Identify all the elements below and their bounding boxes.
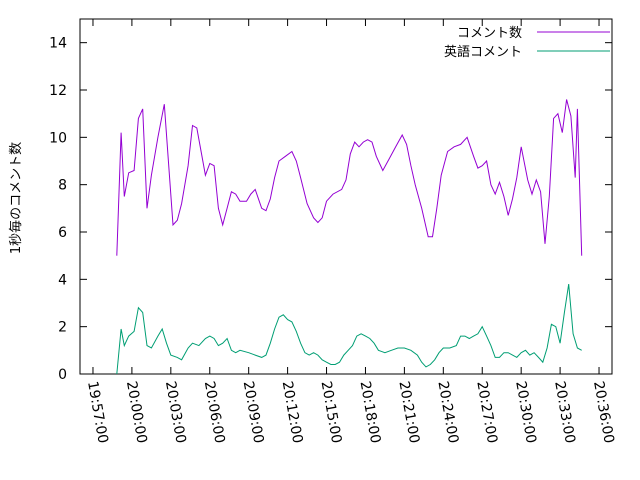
legend-label: 英語コメント <box>444 44 522 60</box>
plot-border <box>79 18 613 375</box>
y-tick-label: 2 <box>58 320 67 336</box>
x-axis: 19:57:00 20:00:00 20:03:00 20:06:00 20:09:00… <box>84 19 617 445</box>
y-tick-label: 4 <box>58 272 67 288</box>
x-tick-label: 20:33:00 <box>551 380 578 445</box>
x-tick-label: 20:27:00 <box>473 380 500 445</box>
x-tick-label: 20:21:00 <box>395 380 422 445</box>
y-tick-label: 10 <box>49 130 67 146</box>
x-tick-label: 20:09:00 <box>240 380 267 445</box>
y-tick-label: 6 <box>58 225 67 241</box>
x-tick-label: 20:12:00 <box>279 380 306 445</box>
y-tick-label: 14 <box>49 36 67 52</box>
y-tick-label: 8 <box>58 178 67 194</box>
x-tick-label: 20:06:00 <box>201 380 228 445</box>
plot-frame <box>79 18 613 375</box>
x-tick-label: 20:24:00 <box>434 380 461 445</box>
x-tick-label: 20:36:00 <box>590 380 617 445</box>
series-line-2 <box>116 284 582 375</box>
series-line-1 <box>116 99 583 256</box>
x-tick-label: 20:03:00 <box>162 380 189 445</box>
legend-label: コメント数 <box>457 26 522 41</box>
x-tick-label: 20:18:00 <box>357 380 384 445</box>
x-tick-label: 19:57:00 <box>84 380 111 445</box>
y-tick-label: 12 <box>49 83 67 99</box>
y-axis-label: 1秒毎のコメント数 <box>8 142 24 254</box>
x-tick-label: 20:15:00 <box>318 380 345 445</box>
x-tick-label: 20:00:00 <box>123 380 150 445</box>
series-lines <box>116 99 583 375</box>
y-tick-label: 0 <box>58 367 67 383</box>
y-axis: 0 2 4 6 8 10 12 14 <box>49 36 612 383</box>
x-tick-label: 20:30:00 <box>512 380 539 445</box>
